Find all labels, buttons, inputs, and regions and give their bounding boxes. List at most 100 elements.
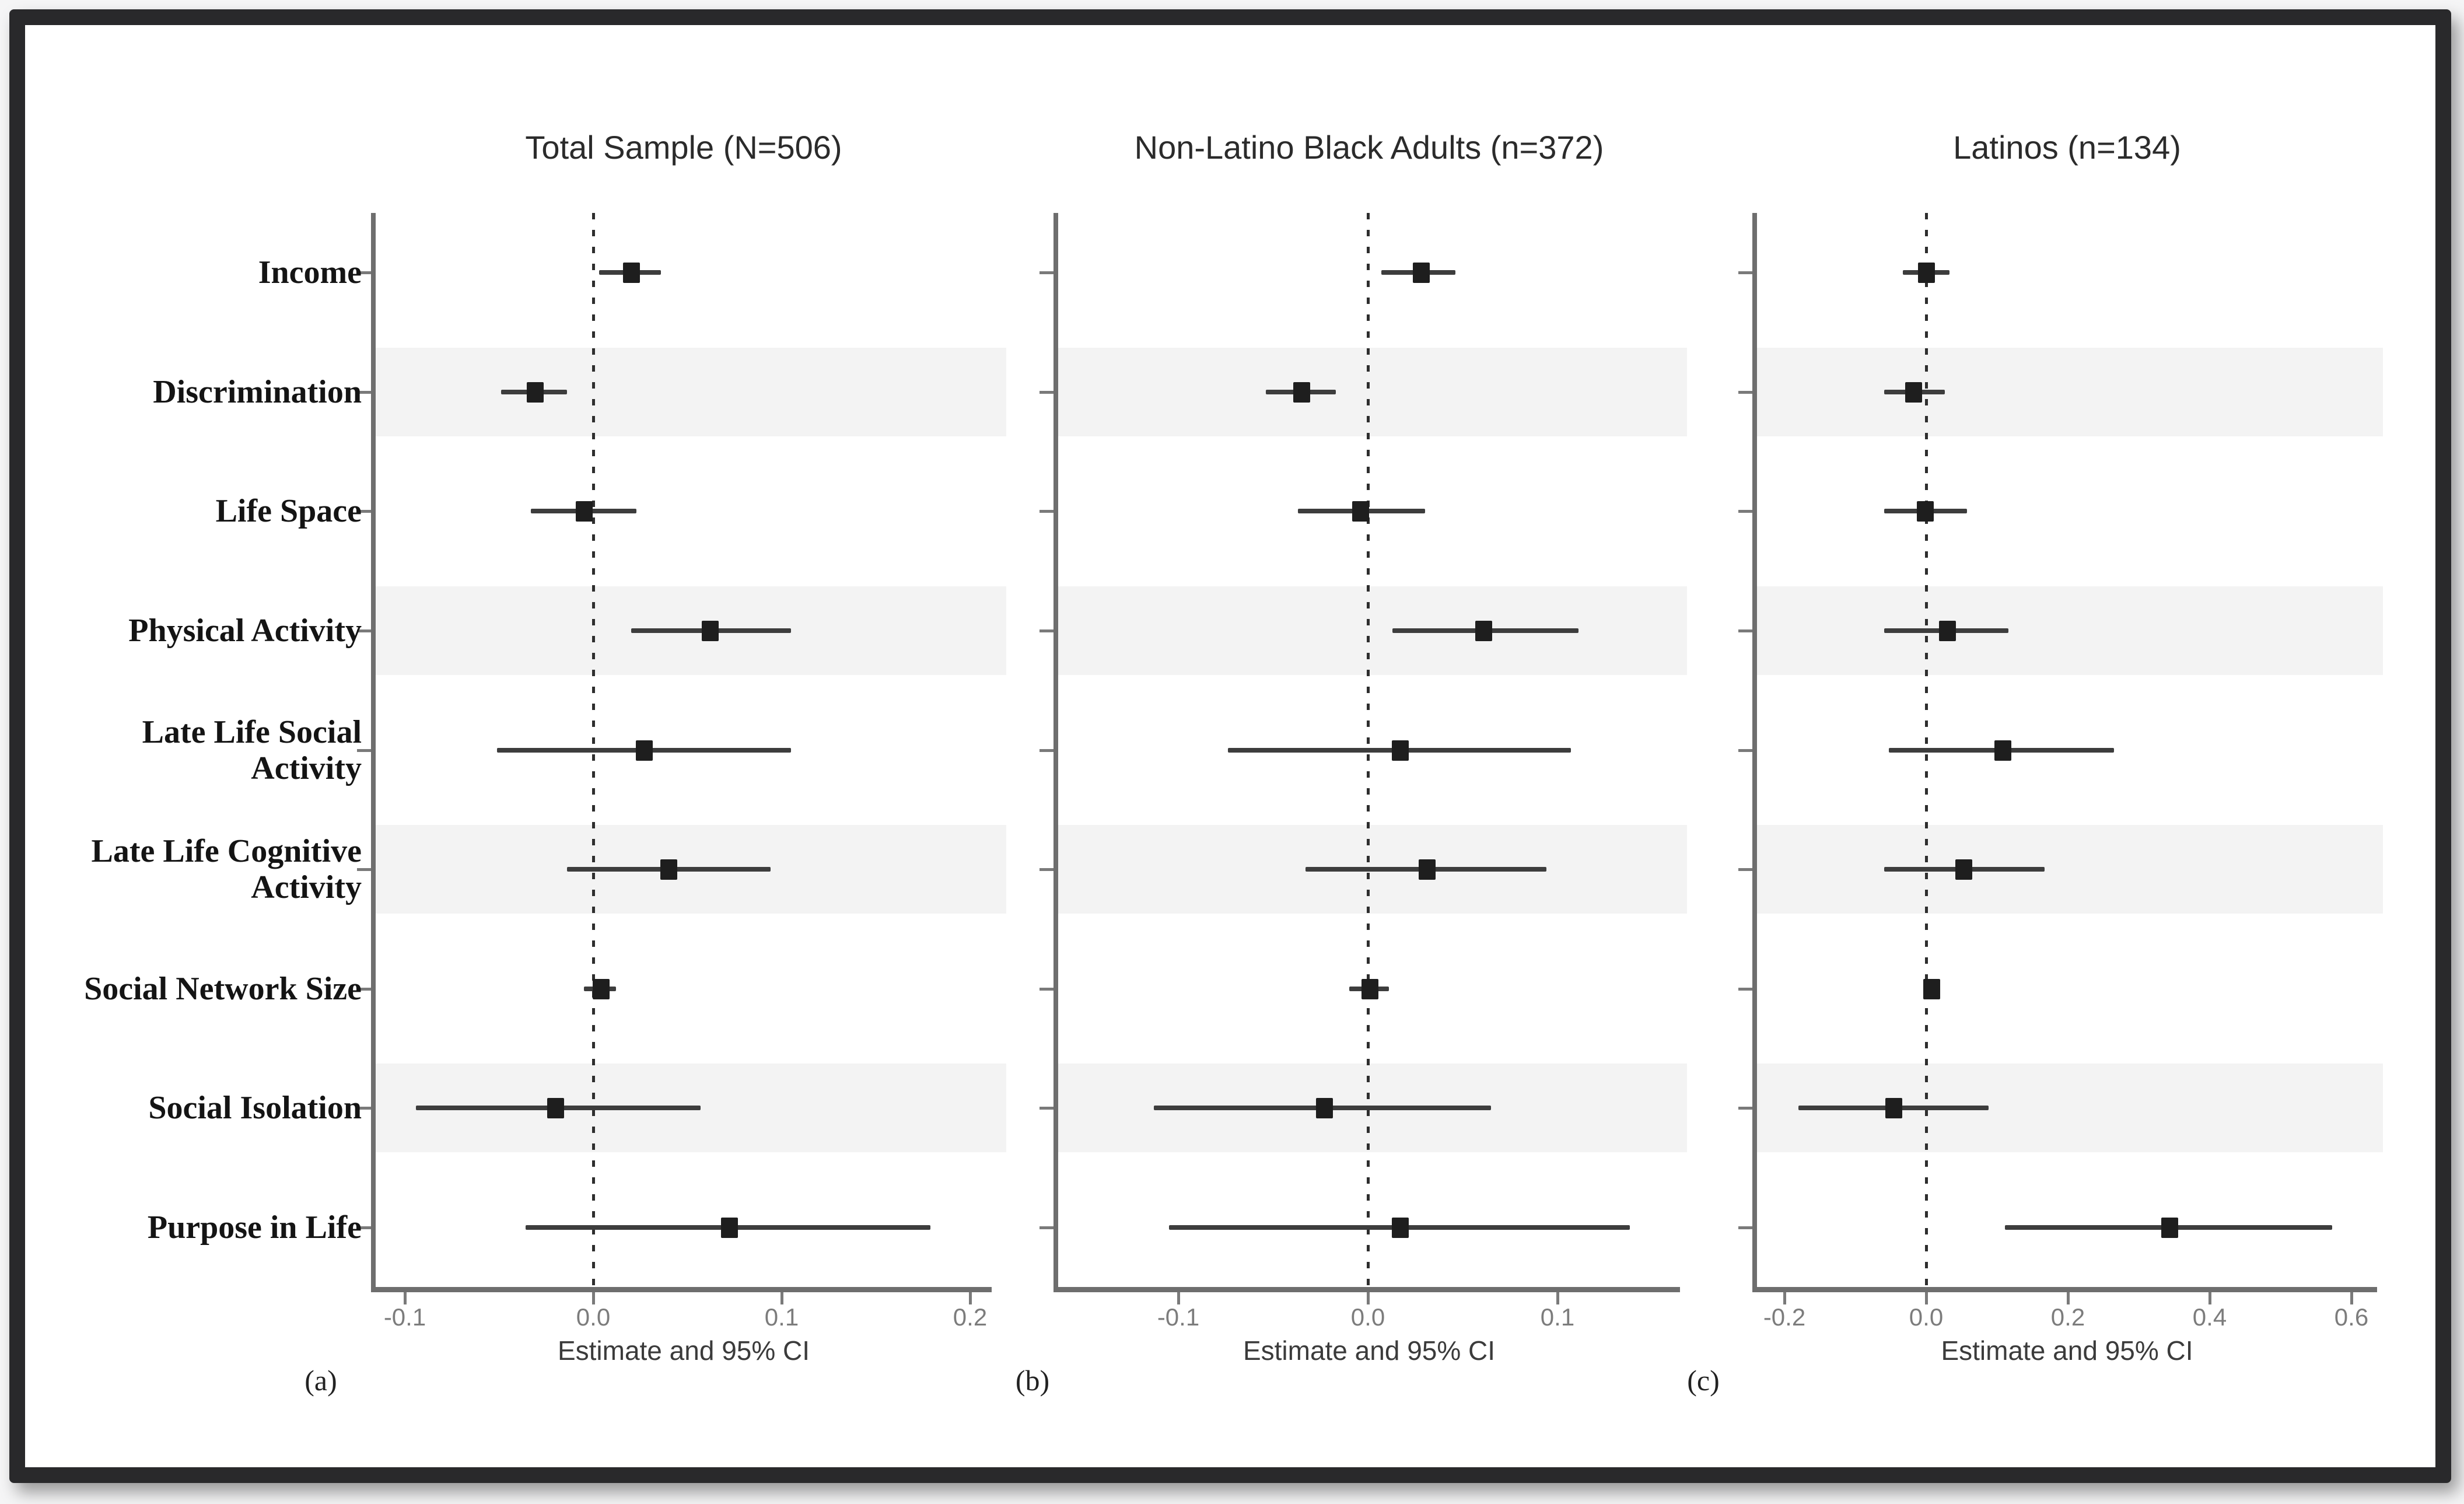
- estimate-marker: [1352, 501, 1369, 522]
- estimate-marker: [1994, 740, 2012, 761]
- y-tick: [357, 510, 371, 513]
- x-tick: [2067, 1292, 2070, 1304]
- estimate-marker: [1316, 1098, 1334, 1119]
- x-tick-label: 0.6: [2334, 1303, 2369, 1331]
- y-tick: [357, 1226, 371, 1229]
- row-label: Purpose in Life: [147, 1209, 362, 1246]
- y-tick: [1738, 1226, 1752, 1229]
- x-tick-label: 0.2: [2050, 1303, 2085, 1331]
- estimate-marker: [1955, 859, 1973, 880]
- x-tick: [1783, 1292, 1786, 1304]
- panel-letter: (a): [304, 1364, 337, 1397]
- row-label: Discrimination: [153, 373, 362, 410]
- x-tick: [1925, 1292, 1928, 1304]
- figure-frame: [9, 9, 2451, 1483]
- x-tick: [1367, 1292, 1370, 1304]
- row-label: Social Isolation: [148, 1090, 362, 1127]
- estimate-marker: [526, 382, 544, 403]
- y-tick: [1040, 390, 1054, 394]
- estimate-marker: [1923, 978, 1940, 999]
- x-tick-label: -0.1: [383, 1303, 426, 1331]
- x-tick: [404, 1292, 407, 1304]
- estimate-marker: [1362, 978, 1379, 999]
- y-tick: [357, 868, 371, 872]
- x-tick: [780, 1292, 783, 1304]
- estimate-marker: [1413, 263, 1430, 284]
- x-tick: [2350, 1292, 2353, 1304]
- estimate-marker: [1475, 620, 1493, 641]
- x-tick-label: -0.1: [1157, 1303, 1200, 1331]
- row-band: [1058, 347, 1687, 436]
- estimate-marker: [1392, 740, 1409, 761]
- estimate-marker: [1905, 382, 1923, 403]
- panel-letter: (c): [1687, 1364, 1720, 1397]
- y-tick: [1738, 987, 1752, 991]
- y-tick: [357, 1107, 371, 1110]
- y-tick: [357, 629, 371, 632]
- estimate-marker: [660, 859, 678, 880]
- row-band: [1058, 586, 1687, 675]
- y-tick: [1738, 748, 1752, 752]
- y-tick: [1040, 271, 1054, 275]
- y-tick: [1040, 868, 1054, 872]
- row-label: Social Network Size: [84, 970, 362, 1007]
- row-band: [1757, 586, 2383, 675]
- row-label: Income: [258, 254, 362, 291]
- estimate-marker: [2161, 1217, 2178, 1238]
- y-tick: [357, 390, 371, 394]
- panel-title: Latinos (n=134): [1953, 129, 2181, 166]
- x-tick-label: 0.0: [1350, 1303, 1385, 1331]
- x-tick-label: 0.2: [953, 1303, 988, 1331]
- panel-letter: (b): [1015, 1364, 1050, 1397]
- y-tick: [357, 271, 371, 275]
- y-tick: [1040, 748, 1054, 752]
- panel-title: Non-Latino Black Adults (n=372): [1134, 129, 1604, 166]
- y-axis-line: [1752, 213, 1757, 1292]
- estimate-marker: [575, 501, 593, 522]
- estimate-marker: [592, 978, 610, 999]
- estimate-marker: [702, 620, 719, 641]
- x-tick: [969, 1292, 972, 1304]
- y-axis-line: [371, 213, 376, 1292]
- row-band: [1757, 825, 2383, 914]
- x-tick: [2208, 1292, 2211, 1304]
- estimate-marker: [1939, 620, 1957, 641]
- estimate-marker: [1293, 382, 1311, 403]
- y-tick: [1738, 629, 1752, 632]
- estimate-marker: [1885, 1098, 1903, 1119]
- y-tick: [1738, 390, 1752, 394]
- estimate-marker: [1916, 501, 1934, 522]
- x-tick-label: 0.0: [576, 1303, 611, 1331]
- x-axis-line: [1752, 1287, 2377, 1292]
- row-label: Physical Activity: [128, 612, 362, 649]
- x-axis-title: Estimate and 95% CI: [1941, 1335, 2193, 1366]
- y-tick: [1738, 271, 1752, 275]
- estimate-marker: [622, 263, 640, 284]
- estimate-marker: [636, 740, 653, 761]
- y-tick: [1738, 510, 1752, 513]
- x-axis-line: [1054, 1287, 1680, 1292]
- row-label: Late Life Cognitive Activity: [91, 833, 362, 906]
- y-tick: [1738, 1107, 1752, 1110]
- panel-title: Total Sample (N=506): [525, 129, 842, 166]
- estimate-marker: [720, 1217, 738, 1238]
- x-tick: [592, 1292, 595, 1304]
- estimate-marker: [547, 1098, 565, 1119]
- x-tick-label: 0.1: [764, 1303, 799, 1331]
- y-tick: [1040, 1107, 1054, 1110]
- x-tick-label: 0.4: [2192, 1303, 2227, 1331]
- x-axis-title: Estimate and 95% CI: [1242, 1335, 1496, 1366]
- y-axis-line: [1054, 213, 1058, 1292]
- x-axis-title: Estimate and 95% CI: [557, 1335, 810, 1366]
- x-tick: [1556, 1292, 1559, 1304]
- row-band: [376, 347, 1006, 436]
- y-tick: [357, 987, 371, 991]
- row-label: Life Space: [215, 493, 362, 530]
- x-tick-label: -0.2: [1763, 1303, 1806, 1331]
- estimate-marker: [1418, 859, 1436, 880]
- x-tick-label: 0.1: [1540, 1303, 1575, 1331]
- y-tick: [357, 748, 371, 752]
- y-tick: [1040, 629, 1054, 632]
- y-tick: [1040, 987, 1054, 991]
